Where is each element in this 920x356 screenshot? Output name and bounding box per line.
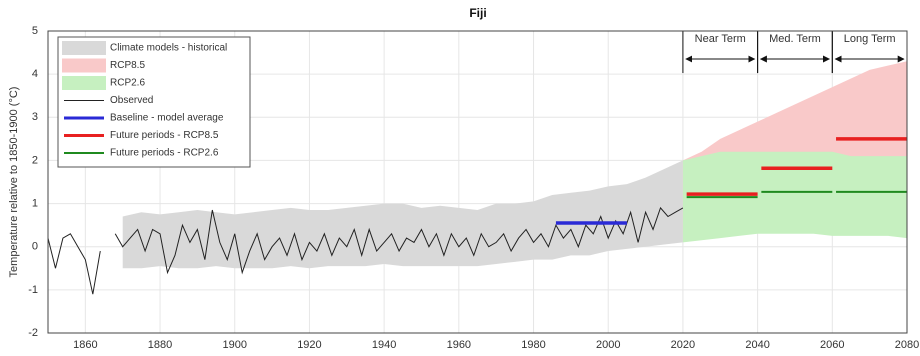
legend-label: Baseline - model average (110, 113, 224, 124)
x-tick-label: 2080 (895, 339, 919, 351)
legend-label: Future periods - RCP2.6 (110, 148, 219, 159)
x-tick-label: 1860 (73, 339, 97, 351)
legend-swatch (62, 58, 106, 73)
x-tick-label: 1960 (447, 339, 471, 351)
legend-label: Observed (110, 95, 153, 106)
band (122, 160, 683, 269)
y-tick-label: -2 (28, 327, 38, 339)
period-label: Near Term (695, 33, 746, 45)
line (47, 206, 684, 295)
legend-swatch (62, 41, 106, 55)
x-tick-label: 2020 (671, 339, 695, 351)
x-tick-label: 1940 (372, 339, 396, 351)
chart-title: Fiji (469, 6, 486, 20)
y-tick-label: 2 (32, 154, 38, 166)
y-tick-label: 3 (32, 111, 38, 123)
legend-label: Future periods - RCP8.5 (110, 130, 219, 141)
y-tick-label: 1 (32, 197, 38, 209)
period-label: Med. Term (769, 33, 821, 45)
band (682, 151, 907, 243)
legend-swatch (62, 76, 106, 90)
x-tick-label: 1880 (148, 339, 172, 351)
x-tick-label: 1900 (222, 339, 246, 351)
y-tick-label: 4 (32, 68, 38, 80)
x-tick-label: 1920 (297, 339, 321, 351)
legend: Climate models - historical RCP8.5 RCP2.6 O… (57, 36, 251, 168)
y-tick-label: -1 (28, 284, 38, 296)
x-tick-label: 1980 (521, 339, 545, 351)
y-tick-label: 5 (32, 25, 38, 37)
x-tick-label: 2060 (820, 339, 844, 351)
y-axis-label: Temperature relative to 1850-1900 (°C) (8, 87, 20, 278)
x-tick-label: 2000 (596, 339, 620, 351)
legend-label: RCP8.5 (110, 60, 145, 71)
period-label: Long Term (844, 33, 896, 45)
plot-layers: -2 -1 0 1 2 3 4 5 1860 1880 1900 1920 1940 1960 1980 20… (28, 25, 919, 351)
legend-label: RCP2.6 (110, 78, 145, 89)
x-tick-label: 2040 (745, 339, 769, 351)
plot-frame (47, 30, 908, 334)
y-tick-label: 0 (32, 241, 38, 253)
legend-label: Climate models - historical (110, 43, 227, 54)
